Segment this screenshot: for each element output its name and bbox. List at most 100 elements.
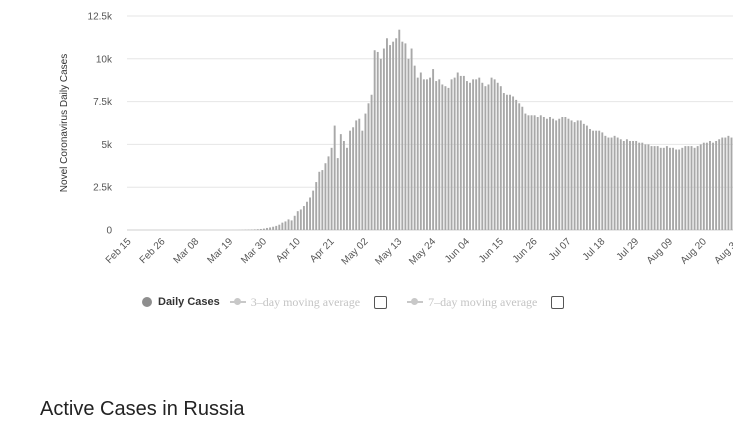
x-tick-label: Jul 18	[581, 236, 608, 263]
bar	[696, 146, 699, 230]
bar	[702, 142, 705, 230]
x-tick-label: Jun 15	[477, 236, 506, 265]
7-day-average-checkbox[interactable]	[551, 295, 565, 309]
bar	[429, 77, 431, 230]
bar	[712, 142, 714, 230]
bar	[330, 147, 333, 230]
x-tick-label: Jun 26	[511, 236, 540, 265]
bar	[499, 86, 502, 230]
legend-label-7-day-average: 7–day moving average	[428, 294, 538, 309]
bar	[321, 170, 324, 230]
legend-item-7-day-average[interactable]: 7–day moving average	[407, 295, 574, 310]
bar	[699, 144, 702, 230]
x-tick-label: May 24	[407, 236, 438, 267]
bar	[576, 120, 579, 230]
bar	[595, 130, 598, 230]
x-tick-label: Apr 10	[274, 236, 303, 265]
bar	[727, 135, 730, 230]
bar	[592, 130, 595, 230]
bar	[262, 228, 265, 230]
chart-canvas: 0 2.5k 5k 7.5k 10k 12.5k Novel Coronavirus Dai…	[59, 12, 733, 267]
bar	[530, 115, 533, 230]
bar	[524, 113, 527, 230]
bar	[693, 147, 696, 230]
bar	[496, 82, 499, 231]
bar	[370, 94, 373, 230]
bar	[641, 142, 644, 230]
bar	[398, 29, 401, 231]
bar	[447, 87, 450, 231]
bar	[441, 84, 444, 230]
bar	[287, 219, 290, 230]
bar	[653, 146, 656, 230]
bar	[346, 147, 348, 230]
daily-cases-chart: 0 2.5k 5k 7.5k 10k 12.5k Novel Coronavirus Dai…	[59, 12, 733, 310]
x-tick-label: Feb 26	[138, 236, 168, 266]
x-tick-label: Mar 19	[205, 236, 235, 266]
bar	[555, 120, 558, 230]
bar	[613, 135, 616, 230]
bar	[629, 140, 631, 230]
x-tick-label: Mar 08	[172, 236, 202, 266]
bar	[315, 182, 318, 230]
bar	[281, 222, 284, 230]
bar	[539, 115, 542, 230]
bar	[709, 140, 711, 230]
bar	[650, 146, 653, 230]
x-tick-label: Jul 29	[615, 236, 642, 263]
bar	[472, 79, 475, 230]
bar	[413, 65, 416, 231]
bar	[296, 211, 299, 230]
bar	[585, 125, 588, 230]
bar	[324, 163, 327, 230]
bar	[625, 139, 628, 230]
bar	[484, 86, 487, 230]
bar	[379, 58, 382, 230]
bar	[518, 103, 521, 230]
bar	[684, 146, 687, 230]
legend-line-icon	[407, 297, 424, 307]
bar	[521, 106, 524, 230]
x-tick-label: May 02	[340, 236, 371, 267]
bar	[275, 225, 278, 230]
bar	[364, 113, 367, 230]
bar	[419, 72, 422, 230]
bar	[478, 77, 481, 230]
bar	[601, 132, 604, 230]
bar	[619, 139, 622, 230]
bar	[493, 79, 496, 230]
y-tick-label: 7.5k	[93, 97, 113, 108]
bar	[545, 118, 548, 230]
bar	[607, 137, 610, 230]
bar	[367, 103, 370, 230]
legend-label-daily-cases: Daily Cases	[158, 296, 220, 308]
bar	[284, 221, 287, 230]
bar	[373, 50, 376, 230]
bar	[672, 147, 674, 230]
bar	[549, 117, 551, 230]
bar	[272, 226, 275, 230]
bar	[533, 115, 536, 230]
bar	[422, 79, 425, 230]
bar	[456, 72, 459, 230]
bar	[564, 117, 567, 230]
bar	[407, 58, 410, 230]
legend-item-daily-cases[interactable]: Daily Cases	[142, 296, 220, 308]
x-tick-label: Apr 21	[308, 236, 337, 265]
bar	[632, 140, 635, 230]
bar	[622, 140, 625, 230]
x-tick-label: May 13	[373, 236, 404, 267]
legend-item-3-day-average[interactable]: 3–day moving average	[229, 295, 397, 310]
bar	[404, 43, 407, 230]
x-tick-label: Aug 31	[713, 236, 733, 266]
bar	[342, 140, 345, 230]
bar	[687, 146, 690, 230]
3-day-average-checkbox[interactable]	[374, 295, 388, 309]
bar	[256, 229, 259, 230]
bar	[681, 147, 684, 230]
x-tick-label: Aug 20	[679, 236, 709, 266]
bar	[552, 118, 555, 230]
bar	[669, 147, 671, 230]
bar	[678, 149, 681, 230]
bar	[610, 137, 613, 230]
